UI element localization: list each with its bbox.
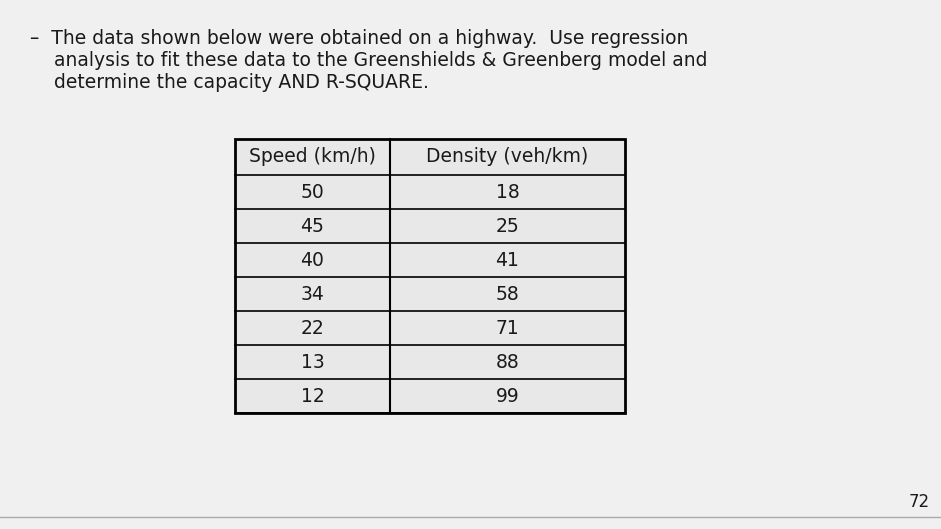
Text: 58: 58 bbox=[496, 285, 519, 304]
Text: Speed (km/h): Speed (km/h) bbox=[249, 148, 376, 167]
Text: analysis to fit these data to the Greenshields & Greenberg model and: analysis to fit these data to the Greens… bbox=[30, 51, 708, 70]
Text: 99: 99 bbox=[496, 387, 519, 406]
Text: 72: 72 bbox=[909, 493, 930, 511]
Bar bbox=[235, 139, 625, 413]
Text: determine the capacity AND R-SQUARE.: determine the capacity AND R-SQUARE. bbox=[30, 73, 429, 92]
Text: Density (veh/km): Density (veh/km) bbox=[426, 148, 589, 167]
Text: 40: 40 bbox=[300, 251, 325, 269]
Text: 18: 18 bbox=[496, 183, 519, 202]
Text: 41: 41 bbox=[496, 251, 519, 269]
Text: 34: 34 bbox=[300, 285, 325, 304]
Text: 22: 22 bbox=[300, 318, 325, 338]
Text: 45: 45 bbox=[300, 216, 325, 235]
Text: 13: 13 bbox=[300, 352, 325, 371]
Text: 71: 71 bbox=[496, 318, 519, 338]
Text: 25: 25 bbox=[496, 216, 519, 235]
Text: 12: 12 bbox=[300, 387, 325, 406]
Bar bbox=[235, 139, 625, 413]
Text: 50: 50 bbox=[300, 183, 325, 202]
Text: –  The data shown below were obtained on a highway.  Use regression: – The data shown below were obtained on … bbox=[30, 29, 689, 48]
Text: 88: 88 bbox=[496, 352, 519, 371]
